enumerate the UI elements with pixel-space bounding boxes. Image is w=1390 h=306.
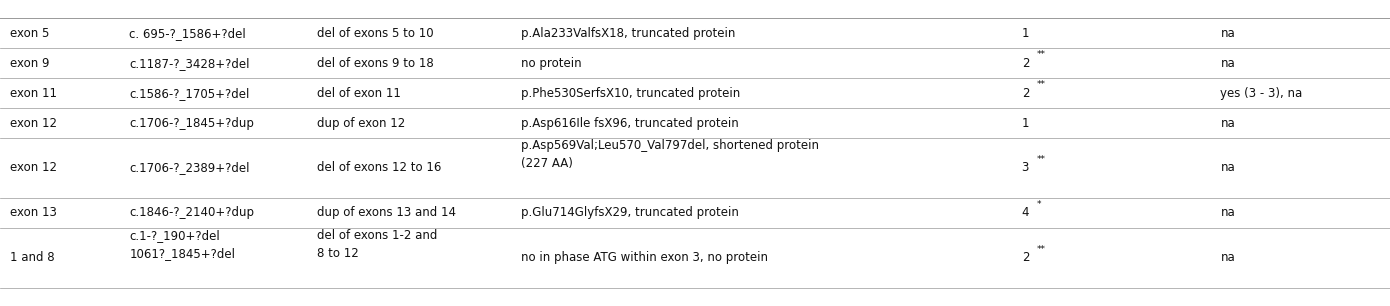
Text: na: na bbox=[1220, 57, 1236, 70]
Text: c.1-?_190+?del
1061?_1845+?del: c.1-?_190+?del 1061?_1845+?del bbox=[129, 229, 235, 260]
Text: c.1706-?_2389+?del: c.1706-?_2389+?del bbox=[129, 162, 250, 174]
Text: del of exons 5 to 10: del of exons 5 to 10 bbox=[317, 27, 434, 40]
Text: 1: 1 bbox=[1022, 117, 1029, 129]
Text: *: * bbox=[1037, 200, 1041, 209]
Text: na: na bbox=[1220, 27, 1236, 40]
Text: c.1586-?_1705+?del: c.1586-?_1705+?del bbox=[129, 87, 250, 100]
Text: 2: 2 bbox=[1022, 87, 1029, 100]
Text: exon 12: exon 12 bbox=[10, 162, 57, 174]
Text: del of exons 12 to 16: del of exons 12 to 16 bbox=[317, 162, 441, 174]
Text: **: ** bbox=[1037, 80, 1045, 89]
Text: 3: 3 bbox=[1022, 162, 1029, 174]
Text: del of exons 1-2 and
8 to 12: del of exons 1-2 and 8 to 12 bbox=[317, 229, 438, 260]
Text: na: na bbox=[1220, 251, 1236, 264]
Text: 2: 2 bbox=[1022, 57, 1029, 70]
Text: dup of exon 12: dup of exon 12 bbox=[317, 117, 404, 129]
Text: del of exon 11: del of exon 11 bbox=[317, 87, 400, 100]
Text: 4: 4 bbox=[1022, 206, 1029, 219]
Text: 2: 2 bbox=[1022, 251, 1029, 264]
Text: exon 5: exon 5 bbox=[10, 27, 49, 40]
Text: **: ** bbox=[1037, 50, 1045, 59]
Text: **: ** bbox=[1037, 245, 1045, 254]
Text: exon 13: exon 13 bbox=[10, 206, 57, 219]
Text: **: ** bbox=[1037, 155, 1045, 164]
Text: exon 12: exon 12 bbox=[10, 117, 57, 129]
Text: p.Asp569Val;Leu570_Val797del, shortened protein
(227 AA): p.Asp569Val;Leu570_Val797del, shortened … bbox=[521, 139, 819, 170]
Text: na: na bbox=[1220, 162, 1236, 174]
Text: p.Asp616Ile fsX96, truncated protein: p.Asp616Ile fsX96, truncated protein bbox=[521, 117, 739, 129]
Text: 1 and 8: 1 and 8 bbox=[10, 251, 54, 264]
Text: c. 695-?_1586+?del: c. 695-?_1586+?del bbox=[129, 27, 246, 40]
Text: no protein: no protein bbox=[521, 57, 582, 70]
Text: exon 9: exon 9 bbox=[10, 57, 49, 70]
Text: exon 11: exon 11 bbox=[10, 87, 57, 100]
Text: c.1187-?_3428+?del: c.1187-?_3428+?del bbox=[129, 57, 250, 70]
Text: del of exons 9 to 18: del of exons 9 to 18 bbox=[317, 57, 434, 70]
Text: dup of exons 13 and 14: dup of exons 13 and 14 bbox=[317, 206, 456, 219]
Text: c.1706-?_1845+?dup: c.1706-?_1845+?dup bbox=[129, 117, 254, 129]
Text: na: na bbox=[1220, 206, 1236, 219]
Text: yes (3 - 3), na: yes (3 - 3), na bbox=[1220, 87, 1302, 100]
Text: p.Phe530SerfsX10, truncated protein: p.Phe530SerfsX10, truncated protein bbox=[521, 87, 741, 100]
Text: na: na bbox=[1220, 117, 1236, 129]
Text: no in phase ATG within exon 3, no protein: no in phase ATG within exon 3, no protei… bbox=[521, 251, 769, 264]
Text: p.Glu714GlyfsX29, truncated protein: p.Glu714GlyfsX29, truncated protein bbox=[521, 206, 739, 219]
Text: 1: 1 bbox=[1022, 27, 1029, 40]
Text: p.Ala233ValfsX18, truncated protein: p.Ala233ValfsX18, truncated protein bbox=[521, 27, 735, 40]
Text: c.1846-?_2140+?dup: c.1846-?_2140+?dup bbox=[129, 206, 254, 219]
